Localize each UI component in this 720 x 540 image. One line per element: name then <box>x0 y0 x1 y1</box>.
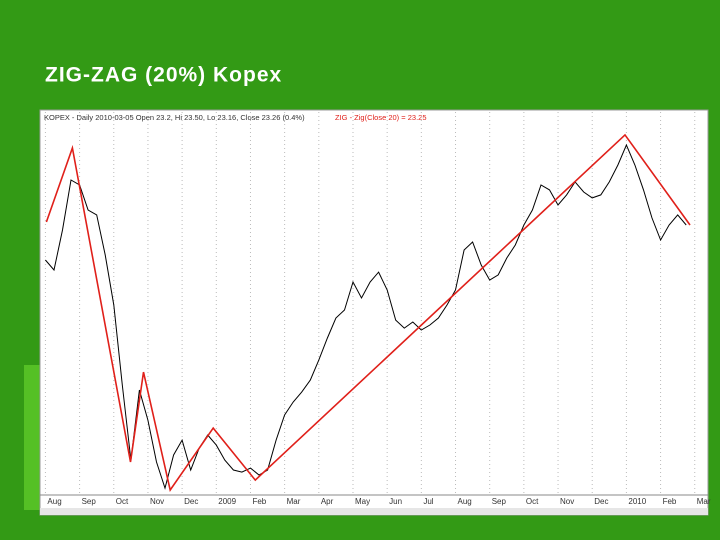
x-tick-label: 2010 <box>628 497 646 506</box>
x-tick-label: Dec <box>184 497 198 506</box>
legend-entry: ZIG - Zig(Close 20) = 23.25 <box>335 113 427 122</box>
x-tick-label: Nov <box>560 497 574 506</box>
x-tick-label: Jul <box>423 497 433 506</box>
x-tick-label: Nov <box>150 497 164 506</box>
zigzag-line <box>45 133 691 492</box>
x-tick-label: Oct <box>116 497 129 506</box>
x-tick-label: Sep <box>492 497 507 506</box>
x-tick-label: Aug <box>458 497 472 506</box>
x-tick-label: Mar <box>697 497 711 506</box>
x-tick-label: Sep <box>82 497 97 506</box>
x-tick-label: Jun <box>389 497 402 506</box>
sheet-tabs <box>40 508 708 515</box>
x-tick-label: Apr <box>321 497 334 506</box>
x-tick-label: 2009 <box>218 497 236 506</box>
x-tick-label: Mar <box>287 497 301 506</box>
side-bar <box>24 365 40 540</box>
chart-title: KOPEX - Daily 2010-03-05 Open 23.2, Hi 2… <box>44 113 305 122</box>
x-tick-label: May <box>355 497 370 506</box>
x-tick-label: Feb <box>252 497 266 506</box>
x-tick-label: Feb <box>663 497 677 506</box>
slide-title: ZIG-ZAG (20%) Kopex <box>45 64 282 87</box>
chart-frame <box>39 109 709 516</box>
x-tick-label: Dec <box>594 497 608 506</box>
price-line <box>45 143 687 490</box>
x-tick-label: Oct <box>526 497 539 506</box>
x-tick-label: Aug <box>47 497 61 506</box>
